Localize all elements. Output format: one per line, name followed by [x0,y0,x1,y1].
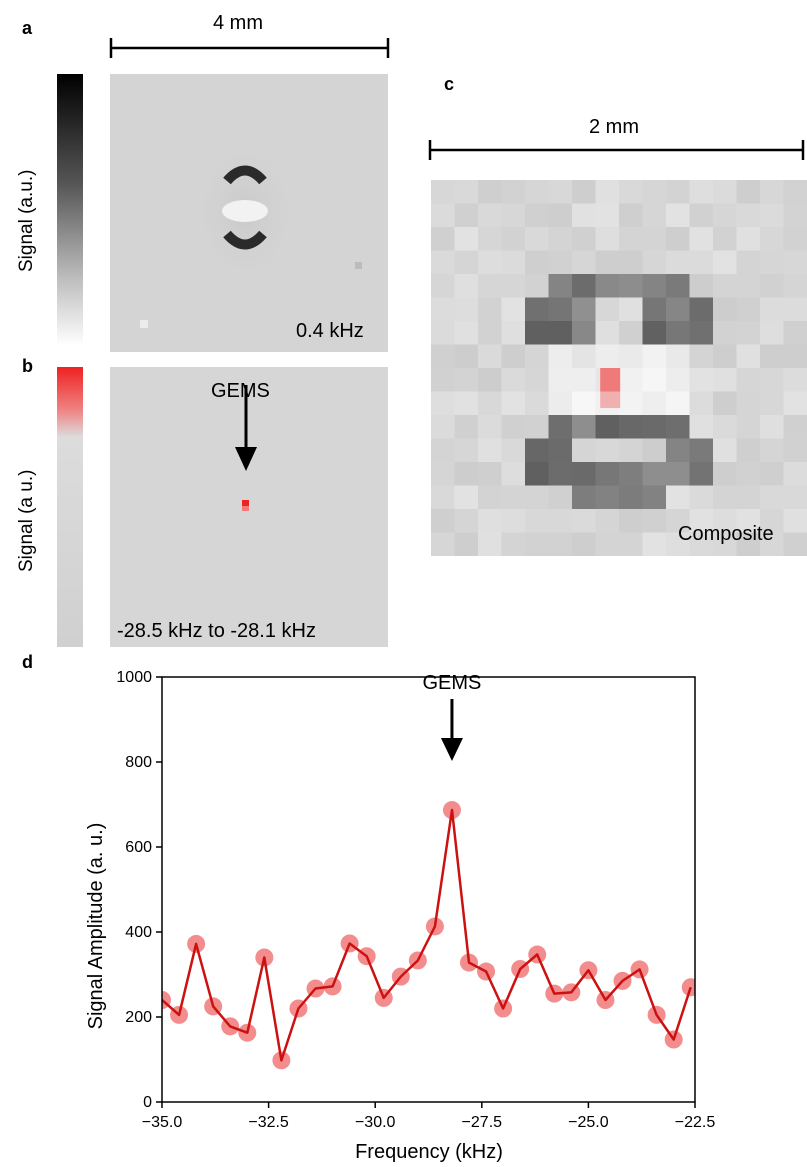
panel-c-caption: Composite [678,523,774,545]
y-tick-label: 0 [143,1094,152,1111]
panel-a-scale-text: 4 mm [213,12,263,34]
x-tick-label: −22.5 [675,1114,716,1131]
panel-c-letter: c [444,74,455,94]
panel-a-caption: 0.4 kHz [296,320,364,342]
panel-a-colorbar-label: Signal (a.u.) [16,169,37,272]
y-tick-label: 200 [125,1009,152,1026]
panel-a-colorbar [57,74,83,346]
plot-frame [161,676,696,1103]
data-point [681,978,695,997]
x-tick-label: −27.5 [462,1114,503,1131]
panel-b-colorbar-label: Signal (a u.) [16,469,37,572]
panel-a-image-content [140,137,362,328]
x-tick-label: −32.5 [248,1114,289,1131]
panel-d-letter: d [22,652,33,672]
y-tick-label: 800 [125,754,152,771]
y-axis-label: Signal Amplitude (a. u.) [85,823,107,1030]
gems-arrow-icon [235,447,257,471]
panel-c-image [431,180,807,557]
panel-c-image-content [431,180,807,557]
x-axis-label: Frequency (kHz) [355,1141,503,1163]
chart-annotation-gems: GEMS [422,672,481,694]
panel-a-letter: a [22,18,33,38]
chart-plot-area: −35.0 −32.5 −30.0 −27.5 −25.0 −22.5 0 200 400 600… [116,669,715,1131]
gems-arrow-icon [440,738,463,761]
panel-a-image [110,74,388,352]
panel-b-caption: -28.5 kHz to -28.1 kHz [117,620,316,642]
panel-c-scale-bar [428,140,805,160]
y-tick-label: 400 [125,924,152,941]
x-tick-label: −35.0 [142,1114,183,1131]
y-tick-label: 600 [125,839,152,856]
gems-pixel [242,500,249,506]
panel-d-chart: −35.0 −32.5 −30.0 −27.5 −25.0 −22.5 0 200 400 600… [85,669,715,1163]
panel-b-letter: b [22,356,33,376]
panel-a-scale-bar [109,38,390,58]
x-tick-label: −25.0 [568,1114,609,1131]
panel-c-scale-text: 2 mm [589,116,639,138]
gems-pixel-composite [600,368,621,392]
series-line [162,808,692,1062]
x-tick-label: −30.0 [355,1114,396,1131]
y-tick-label: 1000 [116,669,152,686]
panel-b-colorbar [57,367,83,647]
panel-b-image [110,367,388,647]
panel-b-annotation: GEMS [211,380,270,402]
panel-b-image-content [235,385,257,511]
